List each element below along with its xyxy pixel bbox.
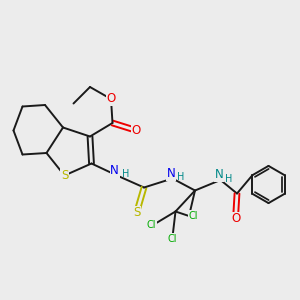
- Text: H: H: [122, 169, 129, 179]
- Text: H: H: [177, 172, 184, 182]
- Text: H: H: [225, 173, 233, 184]
- Text: Cl: Cl: [168, 233, 177, 244]
- Text: S: S: [61, 169, 68, 182]
- Text: Cl: Cl: [147, 220, 156, 230]
- Text: N: N: [110, 164, 119, 178]
- Text: Cl: Cl: [189, 211, 198, 221]
- Text: N: N: [167, 167, 176, 180]
- Text: N: N: [214, 168, 224, 182]
- Text: O: O: [231, 212, 240, 226]
- Text: S: S: [133, 206, 140, 220]
- Text: O: O: [132, 124, 141, 137]
- Text: O: O: [106, 92, 116, 106]
